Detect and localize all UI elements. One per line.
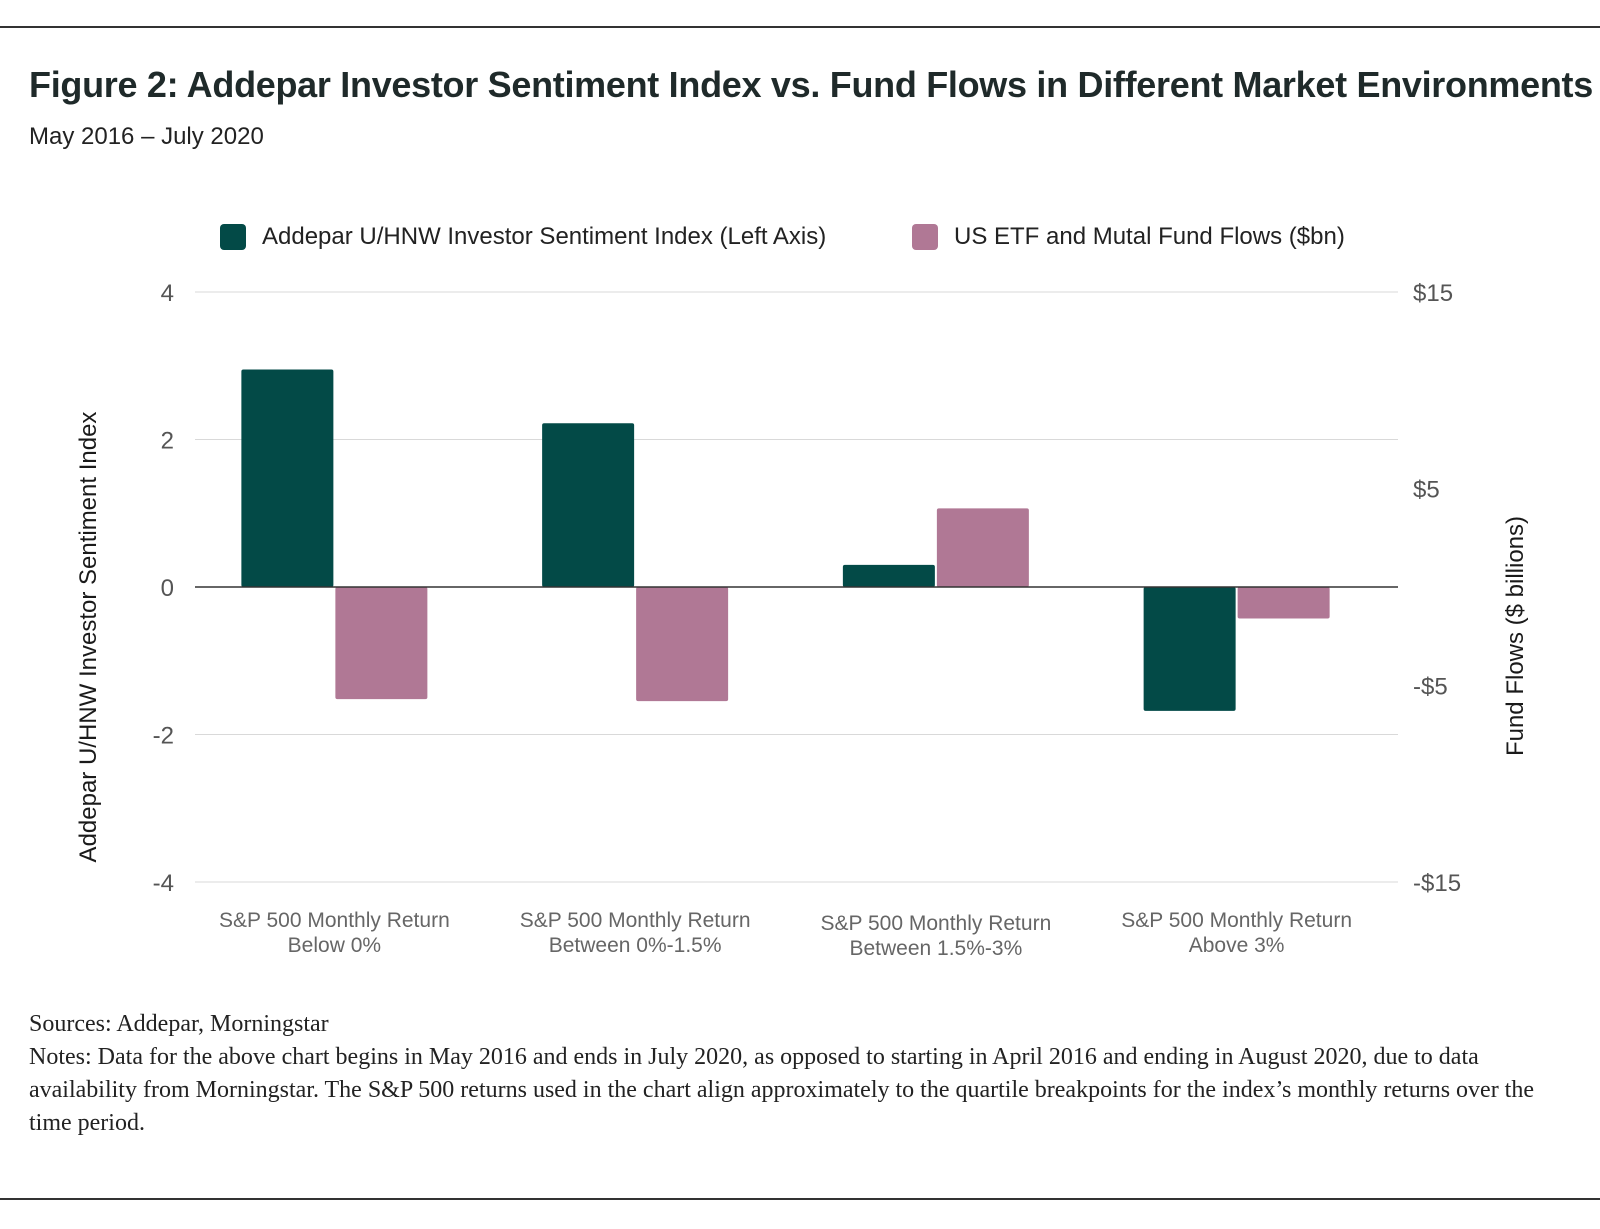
y-axis-title: Addepar U/HNW Investor Sentiment Index (75, 412, 102, 863)
y-tick-label: -4 (153, 870, 174, 897)
notes-text: Notes: Data for the above chart begins i… (29, 1044, 1535, 1136)
y-tick-label: 4 (161, 280, 174, 307)
x-tick-label: Between 0%-1.5% (549, 934, 722, 957)
footnotes: Sources: Addepar, Morningstar Notes: Dat… (29, 1008, 1574, 1140)
bar-fund-flows (335, 587, 428, 700)
bar-fund-flows (936, 508, 1029, 587)
bar-fund-flows (1237, 587, 1330, 619)
legend-swatch-sentiment (220, 224, 246, 250)
bar-sentiment (1143, 587, 1236, 711)
chart-title: Figure 2: Addepar Investor Sentiment Ind… (29, 64, 1593, 105)
bar-chart: 4 2 0 -2 -4 $15 $5 -$5 -$15 S&P 500 Monthly Retur… (75, 280, 1529, 960)
bar-sentiment (241, 369, 334, 587)
top-rule (0, 26, 1600, 28)
y2-axis-title: Fund Flows ($ billions) (1502, 516, 1529, 756)
y-tick-label: 2 (161, 428, 174, 455)
legend-label-fund-flows: US ETF and Mutal Fund Flows ($bn) (954, 223, 1345, 250)
legend-item-fund-flows: US ETF and Mutal Fund Flows ($bn) (912, 222, 1345, 252)
sources-text: Sources: Addepar, Morningstar (29, 1011, 329, 1037)
bottom-rule (0, 1198, 1600, 1200)
y-tick-label: -2 (153, 723, 174, 750)
x-tick-label: S&P 500 Monthly Return (821, 912, 1052, 935)
bar-fund-flows (636, 587, 729, 702)
x-tick-label: S&P 500 Monthly Return (520, 909, 751, 932)
legend-item-sentiment: Addepar U/HNW Investor Sentiment Index (… (220, 222, 826, 252)
legend-swatch-fund-flows (912, 224, 938, 250)
x-tick-label: S&P 500 Monthly Return (1121, 909, 1352, 932)
y2-tick-label: $5 (1413, 477, 1440, 504)
x-tick-label: Between 1.5%-3% (849, 937, 1022, 960)
bar-sentiment (842, 564, 935, 587)
x-tick-label: Below 0% (288, 934, 381, 957)
y-tick-label: 0 (161, 575, 174, 602)
y2-tick-label: -$5 (1413, 673, 1448, 700)
x-tick-label: Above 3% (1189, 934, 1285, 957)
x-tick-label: S&P 500 Monthly Return (219, 909, 450, 932)
y2-tick-label: $15 (1413, 280, 1453, 307)
chart-subtitle: May 2016 – July 2020 (29, 123, 264, 150)
y2-tick-label: -$15 (1413, 870, 1461, 897)
bar-sentiment (542, 423, 635, 587)
legend-label-sentiment: Addepar U/HNW Investor Sentiment Index (… (262, 223, 827, 250)
